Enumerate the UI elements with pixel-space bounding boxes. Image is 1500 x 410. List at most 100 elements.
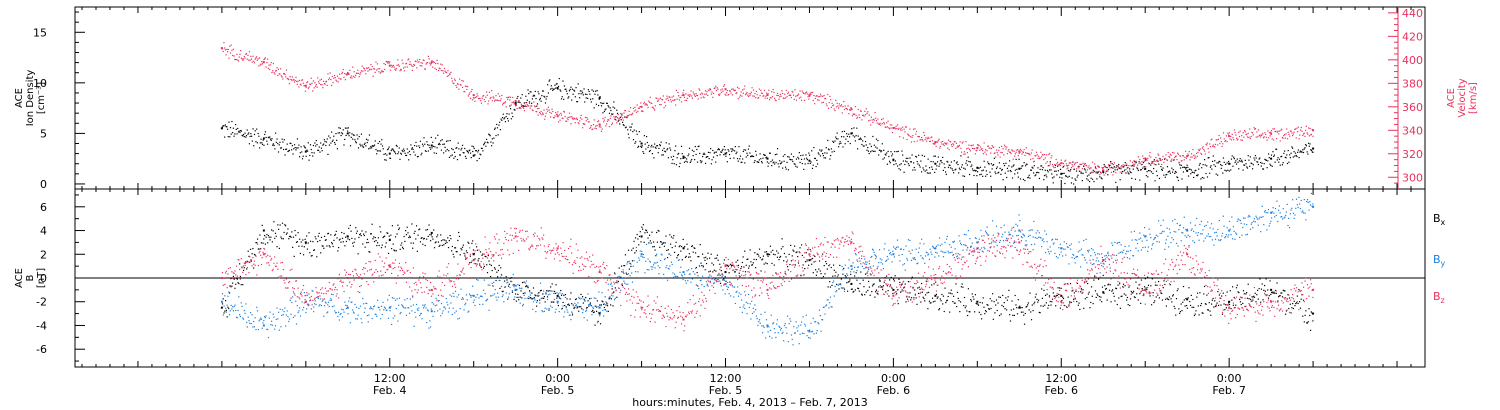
y-tick-label: -6	[36, 343, 47, 356]
bx-series-point	[931, 297, 934, 299]
density-series-point	[1078, 165, 1080, 167]
density-series-point	[523, 105, 525, 107]
bx-series-point	[304, 241, 307, 244]
density-series-point	[915, 155, 917, 158]
velocity-series-point	[365, 73, 367, 75]
velocity-series-point	[629, 107, 632, 109]
velocity-series-point	[634, 106, 636, 108]
velocity-series-point	[1098, 170, 1100, 172]
density-series-point	[232, 132, 234, 134]
bx-series-point	[910, 297, 913, 299]
velocity-series-point	[755, 97, 757, 99]
bx-series-point	[705, 262, 708, 265]
density-series-point	[971, 168, 974, 170]
velocity-series-point	[758, 97, 760, 99]
density-series-point	[611, 113, 613, 115]
velocity-series-point	[953, 140, 955, 143]
density-series-point	[1080, 172, 1082, 174]
density-series-point	[383, 153, 385, 156]
velocity-series-point	[448, 73, 451, 75]
velocity-series-point	[244, 57, 246, 59]
bx-series-point	[1003, 302, 1005, 304]
density-series-point	[810, 161, 812, 163]
bx-series-point	[875, 291, 877, 293]
bx-series-point	[542, 293, 544, 295]
velocity-series-point	[333, 77, 335, 79]
density-series-point	[869, 143, 871, 145]
density-series-point	[1214, 160, 1216, 162]
velocity-series-point	[640, 105, 643, 108]
bx-series-point	[1188, 287, 1190, 289]
bx-series-point	[354, 238, 356, 240]
velocity-series-point	[718, 94, 720, 96]
velocity-series-point	[618, 117, 620, 120]
bx-series-point	[771, 262, 773, 265]
velocity-series-point	[314, 82, 316, 84]
velocity-series-point	[624, 109, 626, 112]
velocity-series-point	[528, 102, 531, 104]
density-series-point	[480, 154, 482, 156]
velocity-series-point	[464, 91, 466, 93]
bx-series-point	[560, 289, 562, 292]
density-series-point	[1068, 175, 1070, 177]
density-series-point	[689, 161, 691, 164]
density-series-point	[697, 145, 699, 148]
density-series-point	[459, 154, 461, 156]
velocity-series-point	[349, 77, 352, 79]
density-series-point	[1048, 164, 1050, 167]
bx-series-point	[772, 253, 775, 255]
velocity-series-point	[487, 103, 489, 105]
velocity-series-point	[1203, 150, 1206, 152]
bx-series-point	[592, 311, 595, 314]
bx-series-point	[1257, 298, 1259, 300]
bx-series-point	[868, 280, 870, 283]
density-series-point	[269, 138, 272, 140]
density-series-point	[1265, 159, 1267, 161]
density-series-point	[1209, 172, 1211, 174]
velocity-series-point	[1230, 139, 1233, 141]
bx-series-point	[668, 253, 670, 255]
velocity-series-point	[514, 99, 517, 102]
density-series-point	[731, 148, 734, 150]
density-series-point	[1249, 165, 1251, 167]
velocity-series-point	[1017, 155, 1019, 157]
velocity-series-point	[931, 136, 933, 138]
density-series-point	[348, 135, 350, 137]
density-series-point	[1205, 172, 1207, 175]
density-series-point	[667, 157, 670, 159]
density-series-point	[1112, 167, 1114, 169]
density-series-point	[333, 135, 335, 137]
bx-series-point	[548, 309, 550, 311]
velocity-series-point	[1011, 150, 1014, 152]
bx-series-point	[670, 243, 672, 245]
bx-series-point	[962, 286, 964, 288]
velocity-series-point	[332, 82, 334, 84]
velocity-series-point	[1144, 160, 1146, 162]
bx-series-point	[956, 305, 958, 308]
bx-series-point	[433, 247, 436, 249]
bx-series-point	[1163, 280, 1165, 282]
density-series-point	[669, 147, 671, 149]
bx-series-point	[982, 297, 984, 299]
density-series-point	[453, 151, 456, 153]
bx-series-point	[281, 222, 284, 224]
density-series-point	[654, 143, 656, 145]
bx-series-point	[762, 258, 764, 260]
velocity-series-point	[1083, 165, 1085, 167]
velocity-series-point	[1301, 130, 1303, 132]
density-series-point	[1284, 156, 1286, 158]
velocity-series-point	[663, 107, 665, 109]
density-series-point	[1006, 167, 1009, 169]
velocity-series-point	[476, 93, 478, 95]
velocity-series-point	[427, 61, 429, 64]
bx-series-point	[649, 240, 651, 242]
bx-series-point	[620, 276, 622, 278]
density-series-point	[299, 156, 301, 158]
density-series-point	[752, 155, 754, 157]
bx-series-point	[955, 283, 957, 285]
density-series-point	[933, 155, 935, 157]
bx-series-point	[847, 281, 849, 283]
density-series-point	[381, 145, 384, 147]
velocity-series-point	[627, 114, 630, 117]
velocity-series-point	[486, 94, 488, 96]
